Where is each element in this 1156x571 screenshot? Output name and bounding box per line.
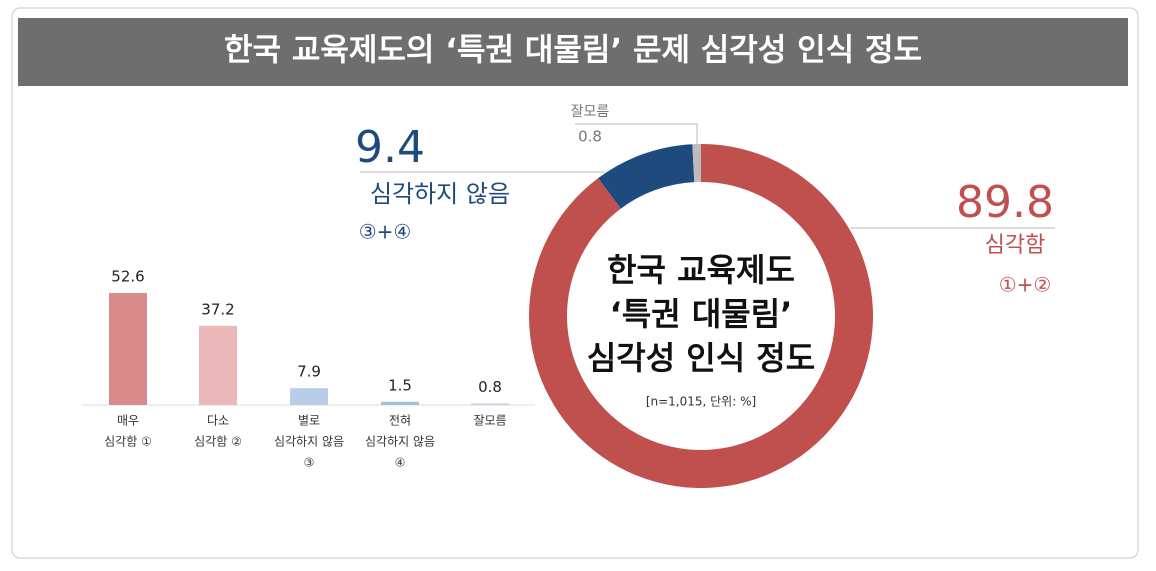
segment-note: ①+② [999, 273, 1052, 297]
value-label: 52.6 [111, 267, 144, 285]
x-tick-label: 전혀 [389, 414, 411, 428]
x-tick-label: 심각함 ① [104, 435, 152, 449]
value-label: 1.5 [388, 376, 412, 394]
segment-label: 심각하지 않음 [370, 180, 510, 208]
x-tick-label: 별로 [298, 414, 320, 428]
chart-title: 한국 교육제도의 ‘특권 대물림’ 문제 심각성 인식 정도 [224, 33, 922, 69]
center-text: 한국 교육제도 [607, 251, 795, 289]
center-text: 심각성 인식 정도 [587, 339, 815, 377]
value-label: 89.8 [956, 177, 1054, 228]
x-tick-label: ③ [304, 456, 315, 470]
bar [109, 292, 147, 405]
donut-segment [692, 144, 701, 183]
x-tick-label: 심각하지 않음 [365, 435, 435, 449]
value-label: 0.8 [578, 128, 602, 146]
note: [n=1,015, 단위: %] [646, 395, 756, 409]
bar [199, 325, 237, 405]
value-label: 37.2 [201, 300, 234, 318]
x-tick-label: 잘모름 [473, 414, 506, 428]
x-tick-label: 심각함 ② [194, 435, 242, 449]
value-label: 9.4 [355, 122, 425, 173]
bar [381, 401, 419, 405]
x-tick-label: ④ [395, 456, 406, 470]
center-text: ‘특권 대물림’ [610, 295, 793, 333]
segment-label: 심각함 [985, 233, 1046, 258]
frame [11, 7, 1139, 559]
leader-line [575, 123, 698, 146]
x-tick-label: 심각하지 않음 [274, 435, 344, 449]
segment-note: ③+④ [359, 220, 412, 244]
x-tick-label: 매우 [117, 414, 139, 428]
bar [290, 388, 328, 405]
segment-label: 잘모름 [571, 104, 610, 120]
value-label: 7.9 [297, 363, 321, 381]
value-label: 0.8 [478, 378, 502, 396]
title-bar [18, 18, 1128, 86]
donut-segment [598, 144, 695, 209]
bar [471, 403, 509, 405]
x-tick-label: 다소 [207, 414, 229, 428]
